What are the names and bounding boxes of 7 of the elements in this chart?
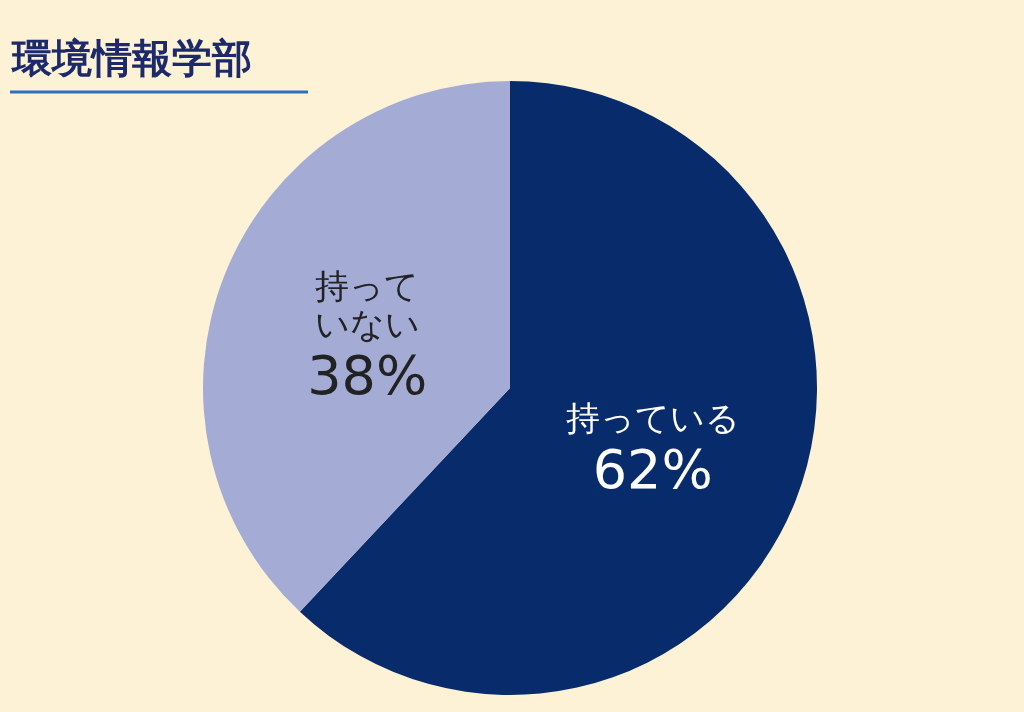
- slice-label: 持っていない: [314, 265, 420, 344]
- pie-slice: [203, 81, 510, 612]
- data-label: 62%: [592, 437, 713, 501]
- data-label: 38%: [307, 343, 428, 407]
- pie-slice: [299, 81, 817, 695]
- chart-title: 環境情報学部: [10, 35, 252, 81]
- slice-label: 持っている: [565, 397, 740, 438]
